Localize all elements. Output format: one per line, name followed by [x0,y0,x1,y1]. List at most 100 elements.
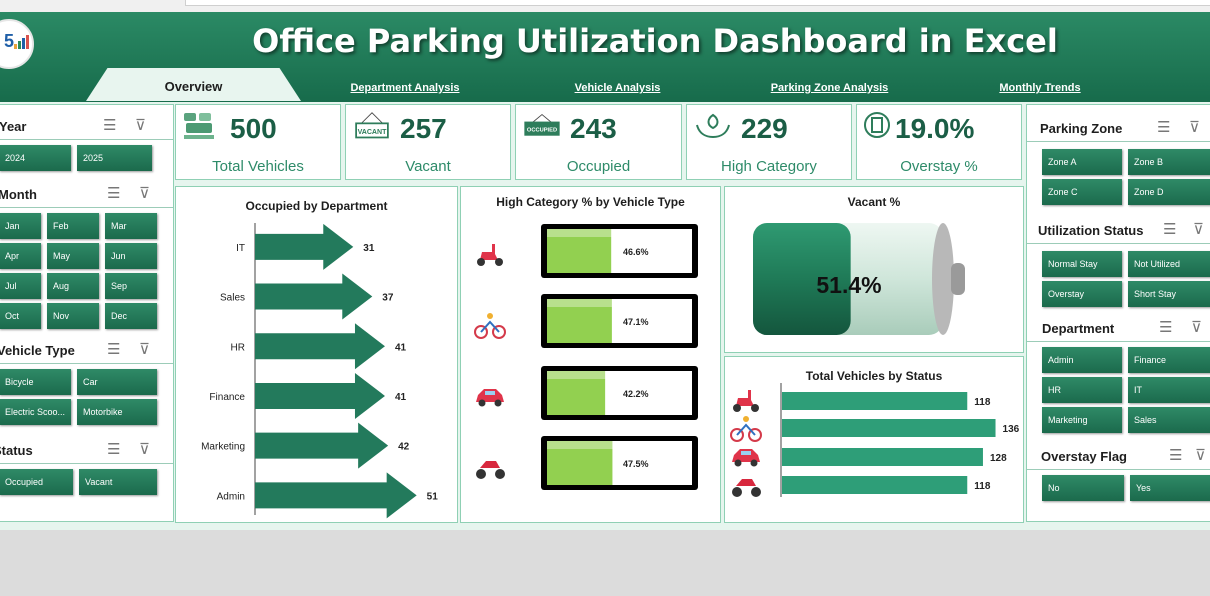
slicer-month-feb[interactable]: Feb [47,213,99,239]
slicer-month-dec[interactable]: Dec [105,303,157,329]
slicer-dept-finance[interactable]: Finance [1128,347,1210,373]
tab-overview[interactable]: Overview [86,68,301,101]
multi-select-icon[interactable]: ☰ [1159,319,1173,336]
slicer-month-nov[interactable]: Nov [47,303,99,329]
status-value-label: 118 [974,481,991,492]
multi-select-icon[interactable]: ☰ [1163,221,1177,238]
tab-vehicle-analysis[interactable]: Vehicle Analysis [574,82,661,94]
clear-filter-icon[interactable]: ⊽ [135,117,146,134]
multi-select-icon[interactable]: ☰ [1157,119,1171,136]
kpi-card-vacant: VACANT 257 Vacant [345,104,511,180]
dept-value-label: 41 [395,392,407,403]
clear-filter-icon[interactable]: ⊽ [1189,119,1200,136]
slicer-month-sep[interactable]: Sep [105,273,157,299]
left-slicer-panel: Year ☰ ⊽ 2024 2025 Month ☰ ⊽ Jan Feb Mar… [0,104,174,522]
slicer-status-title: Status [0,443,33,458]
slicer-dept-marketing[interactable]: Marketing [1042,407,1122,433]
kpi-card-overstay: 19.0% Overstay % [856,104,1022,180]
clear-filter-icon[interactable]: ⊽ [1195,447,1206,464]
hands-leaf-icon [696,113,730,139]
battery-end [932,223,954,335]
slicer-month-jul[interactable]: Jul [0,273,41,299]
slicer-vehicle-car[interactable]: Car [77,369,157,395]
slicer-vehicle-motorbike[interactable]: Motorbike [77,399,157,425]
multi-select-icon[interactable]: ☰ [107,441,121,458]
occupied-sign-text: OCCUPIED [527,127,557,133]
slicer-month-apr[interactable]: Apr [0,243,41,269]
dept-value-label: 31 [363,243,375,254]
dashboard-title: Office Parking Utilization Dashboard in … [252,22,1058,60]
tab-parking-zone-analysis[interactable]: Parking Zone Analysis [770,82,889,94]
tab-monthly-trends[interactable]: Monthly Trends [999,82,1081,94]
gauge-value-label: 47.1% [623,317,649,327]
multi-select-icon[interactable]: ☰ [107,341,121,358]
slicer-vehicle-bicycle[interactable]: Bicycle [0,369,71,395]
slicer-year-2025[interactable]: 2025 [77,145,152,171]
slicer-utilization-title: Utilization Status [1038,223,1144,238]
slicer-util-overstay[interactable]: Overstay [1042,281,1122,307]
slicer-util-short-stay[interactable]: Short Stay [1128,281,1210,307]
dept-arrow-bar [255,323,385,370]
tab-department-analysis[interactable]: Department Analysis [350,82,460,94]
kpi-value: 500 [230,113,277,144]
slicer-month-header: Month ☰ ⊽ [0,181,173,208]
gauge-fill [547,441,613,485]
nav-tabs: Overview Department Analysis Vehicle Ana… [0,68,1210,102]
status-bar [782,419,996,437]
slicer-month-jun[interactable]: Jun [105,243,157,269]
chart-title: Total Vehicles by Status [805,369,943,383]
slicer-month-may[interactable]: May [47,243,99,269]
slicer-month-jan[interactable]: Jan [0,213,41,239]
slicer-dept-sales[interactable]: Sales [1128,407,1210,433]
slicer-dept-hr[interactable]: HR [1042,377,1122,403]
car-icon [476,389,504,407]
clear-filter-icon[interactable]: ⊽ [1191,319,1202,336]
slicer-dept-admin[interactable]: Admin [1042,347,1122,373]
gauge-fill [547,371,606,415]
status-bar [782,448,983,466]
slicer-overstay-no[interactable]: No [1042,475,1124,501]
slicer-zone-b[interactable]: Zone B [1128,149,1210,175]
slicer-month-aug[interactable]: Aug [47,273,99,299]
slicer-month-mar[interactable]: Mar [105,213,157,239]
slicer-vehicle-electric-scooter[interactable]: Electric Scoo... [0,399,71,425]
top-strip [0,0,1210,12]
multi-select-icon[interactable]: ☰ [1169,447,1183,464]
formula-bar[interactable] [185,0,1210,6]
gauge-gloss [547,229,692,237]
slicer-zone-c[interactable]: Zone C [1042,179,1122,205]
slicer-zone-d[interactable]: Zone D [1128,179,1210,205]
clear-filter-icon[interactable]: ⊽ [139,441,150,458]
multi-select-icon[interactable]: ☰ [107,185,121,202]
kpi-card-high-category: 229 High Category [686,104,852,180]
slicer-parking-zone-header: Parking Zone ☰ ⊽ [1027,115,1210,142]
clear-filter-icon[interactable]: ⊽ [139,185,150,202]
slicer-utilization-header: Utilization Status ☰ ⊽ [1027,217,1210,244]
kpi-card-occupied: OCCUPIED 243 Occupied [515,104,682,180]
gauge-value-label: 47.5% [623,459,649,469]
slicer-month-oct[interactable]: Oct [0,303,41,329]
chart-occupied-by-department: Occupied by Department IT 31 Sales 37 HR 41 Fi… [175,186,458,523]
slicer-util-normal-stay[interactable]: Normal Stay [1042,251,1122,277]
motorbike-icon [732,479,761,497]
dept-value-label: 37 [382,293,394,304]
dept-category-label: IT [236,243,245,254]
slicer-util-not-utilized[interactable]: Not Utilized [1128,251,1210,277]
clear-filter-icon[interactable]: ⊽ [139,341,150,358]
chart-title: Occupied by Department [245,199,388,213]
dept-category-label: Sales [220,293,245,304]
slicer-status-vacant[interactable]: Vacant [79,469,157,495]
kpi-value: 229 [741,113,788,144]
chart-high-category-by-vehicle: High Category % by Vehicle Type 46.6% 47.… [460,186,721,523]
clear-filter-icon[interactable]: ⊽ [1193,221,1204,238]
dept-arrow-bar [255,422,389,469]
slicer-department-header: Department ☰ ⊽ [1027,315,1210,342]
slicer-year-2024[interactable]: 2024 [0,145,71,171]
kpi-label: Total Vehicles [212,158,304,175]
slicer-overstay-yes[interactable]: Yes [1130,475,1210,501]
slicer-status-occupied[interactable]: Occupied [0,469,73,495]
slicer-dept-it[interactable]: IT [1128,377,1210,403]
multi-select-icon[interactable]: ☰ [103,117,117,134]
slicer-vehicle-type-title: Vehicle Type [0,343,75,358]
slicer-zone-a[interactable]: Zone A [1042,149,1122,175]
